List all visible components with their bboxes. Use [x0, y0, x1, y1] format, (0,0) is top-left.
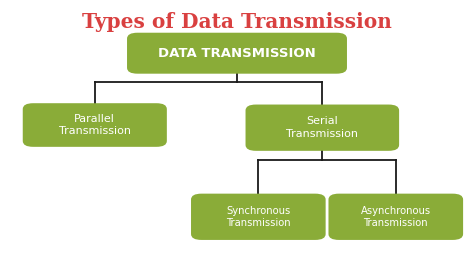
FancyBboxPatch shape	[191, 194, 326, 240]
Text: Asynchronous
Transmission: Asynchronous Transmission	[361, 206, 431, 228]
Text: Serial
Transmission: Serial Transmission	[286, 117, 358, 139]
Text: Synchronous
Transmission: Synchronous Transmission	[226, 206, 291, 228]
FancyBboxPatch shape	[246, 105, 399, 151]
FancyBboxPatch shape	[23, 103, 167, 147]
FancyBboxPatch shape	[127, 33, 347, 74]
Text: DATA TRANSMISSION: DATA TRANSMISSION	[158, 47, 316, 60]
Text: Types of Data Transmission: Types of Data Transmission	[82, 12, 392, 32]
Text: Parallel
Transmission: Parallel Transmission	[59, 114, 131, 136]
FancyBboxPatch shape	[328, 194, 463, 240]
